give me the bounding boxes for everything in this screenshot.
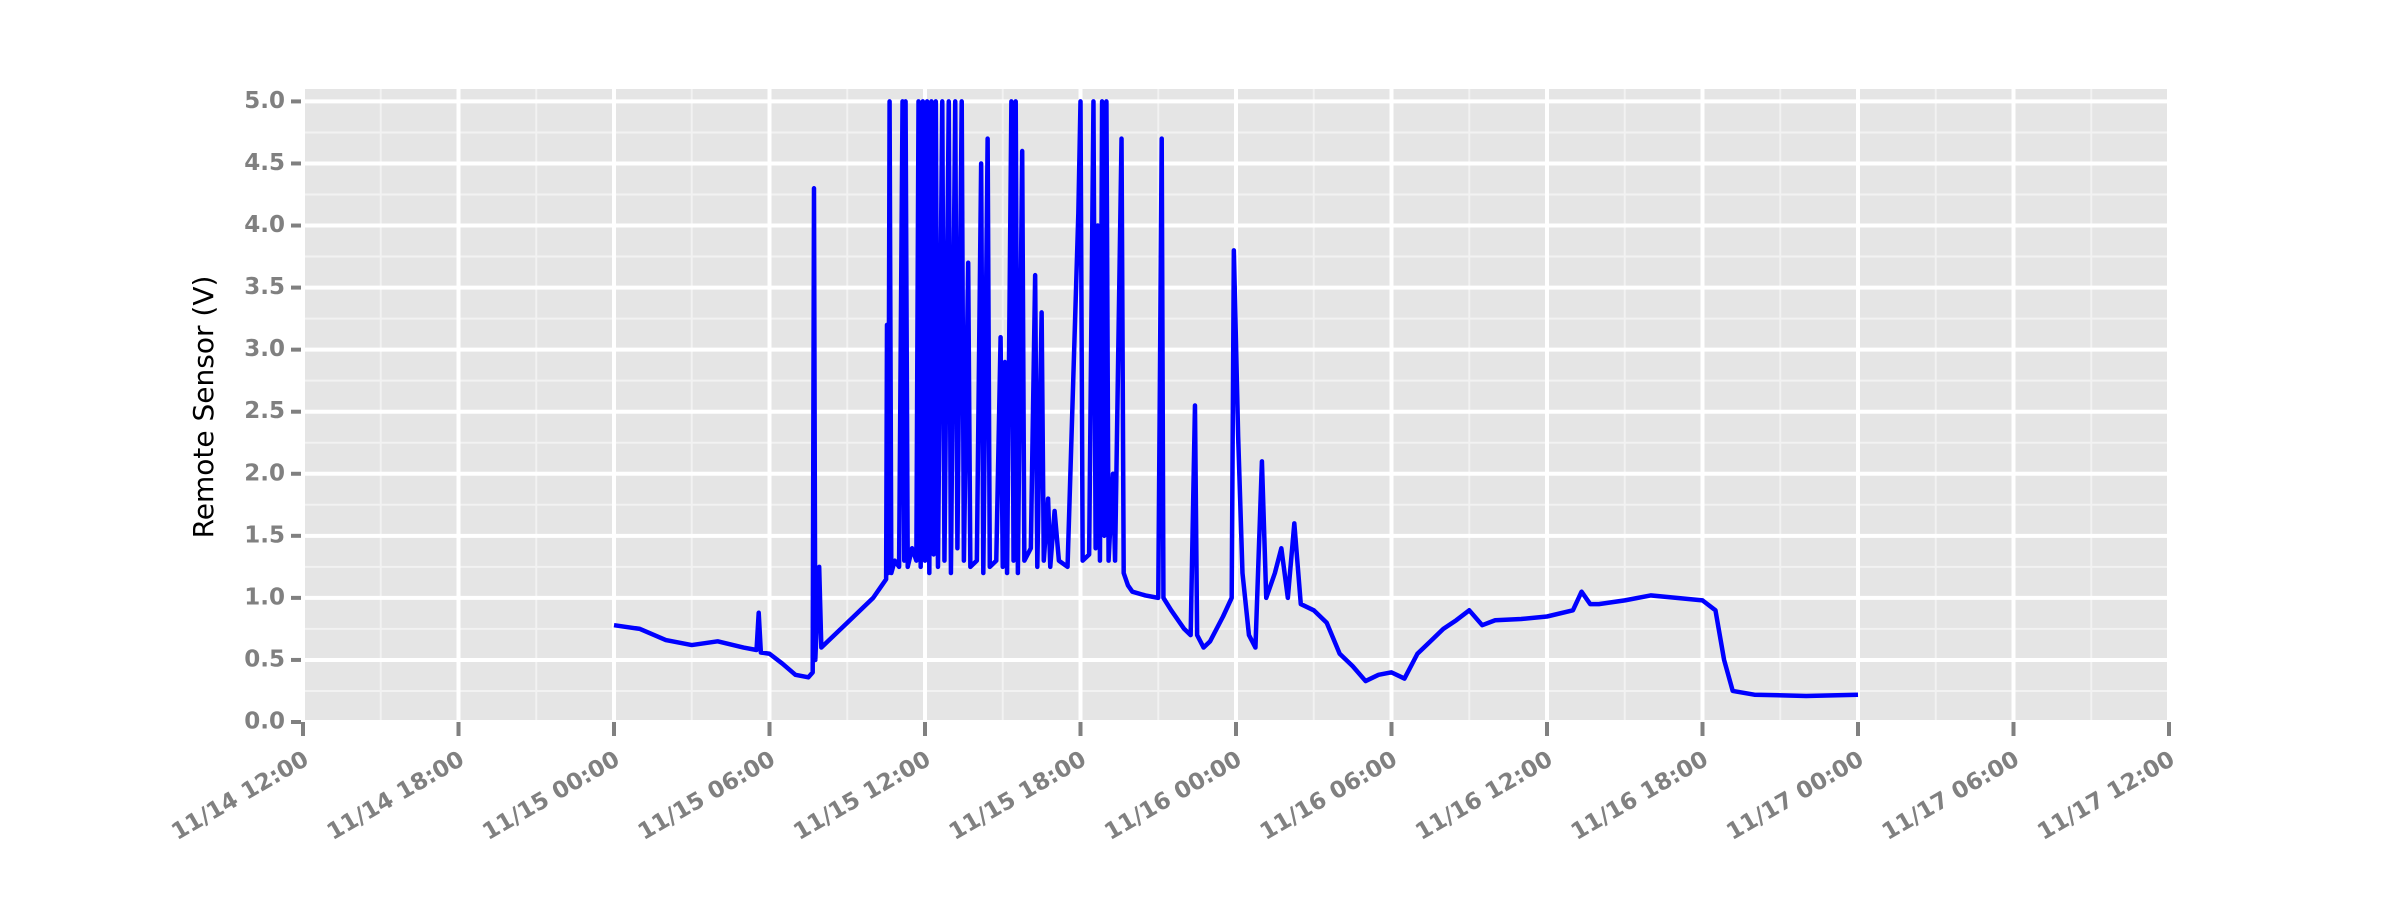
y-tick-label: 3.5 (244, 274, 285, 300)
x-tick-label: 11/14 18:00 (323, 746, 469, 845)
y-tick-label: 2.5 (244, 398, 285, 424)
y-tick-label: 0.0 (244, 709, 285, 735)
x-tick-label: 11/17 12:00 (2033, 746, 2179, 845)
y-tick-label: 0.5 (244, 646, 285, 672)
x-tick-label: 11/16 12:00 (1411, 746, 1557, 845)
x-tick-label: 11/16 06:00 (1256, 746, 1402, 845)
x-tick-label: 11/15 18:00 (945, 746, 1091, 845)
x-tick-label: 11/16 18:00 (1567, 746, 1713, 845)
x-tick-label: 11/15 12:00 (789, 746, 935, 845)
data-line (613, 99, 1859, 699)
x-tick-label: 11/16 00:00 (1100, 746, 1246, 845)
y-tick-label: 1.0 (244, 584, 285, 610)
y-axis-label: Remote Sensor (V) (187, 276, 220, 539)
y-tick-label: 1.5 (244, 522, 285, 548)
x-tick-label: 11/17 00:00 (1722, 746, 1868, 845)
y-tick-label: 2.0 (244, 460, 285, 486)
x-tick-label: 11/15 06:00 (634, 746, 780, 845)
y-tick-label: 4.0 (244, 212, 285, 238)
x-tick-label: 11/17 06:00 (1878, 746, 2024, 845)
y-tick-label: 4.5 (244, 150, 285, 176)
y-tick-label: 5.0 (244, 88, 285, 114)
x-tick-label: 11/15 00:00 (478, 746, 624, 845)
x-tick-label: 11/14 12:00 (167, 746, 313, 845)
y-tick-label: 3.0 (244, 336, 285, 362)
